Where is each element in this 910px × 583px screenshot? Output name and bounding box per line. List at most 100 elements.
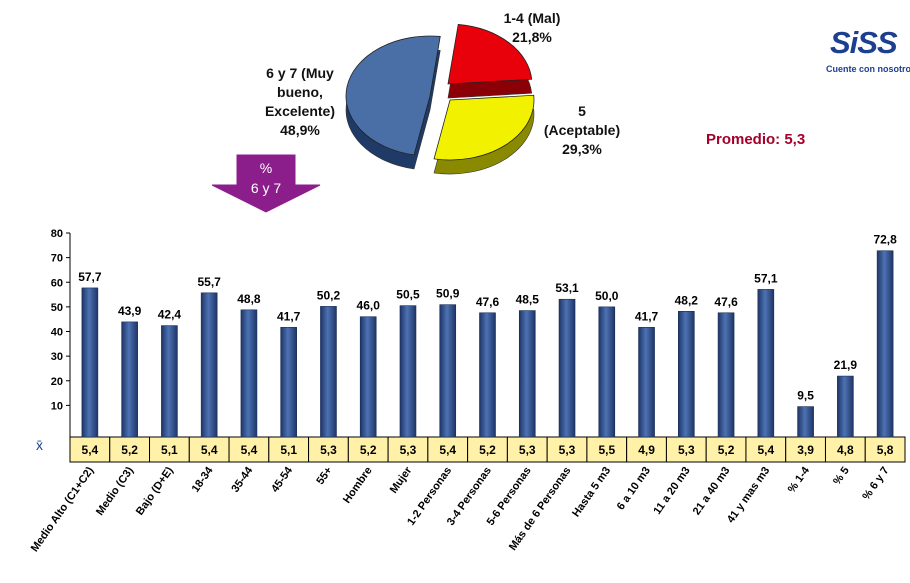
bar-value-label: 42,4: [158, 308, 182, 322]
category-label: Medio Alto (C1+C2): [29, 465, 97, 555]
down-arrow: [211, 154, 321, 213]
pie-label-aceptable-value: 29,3%: [562, 141, 602, 157]
average-cell: [427, 436, 469, 463]
average-cell: [506, 436, 548, 463]
average-cell: [705, 436, 747, 463]
bar: [598, 306, 616, 438]
category-label: 55+: [314, 465, 335, 487]
y-tick-label: 60: [51, 277, 63, 289]
bar-value-label: 48,8: [237, 292, 261, 306]
bar-value-label: 43,9: [118, 304, 142, 318]
bar-value-label: 50,9: [436, 287, 460, 301]
bar-value-label: 50,2: [317, 288, 341, 302]
category-label: Medio (C3): [94, 465, 136, 518]
arrow-label-line2: 6 y 7: [250, 180, 282, 196]
bar-value-label: 47,6: [476, 295, 500, 309]
average-value: 5,2: [360, 443, 377, 457]
bar: [399, 305, 417, 438]
bar: [757, 289, 775, 438]
category-label: 45-54: [269, 464, 295, 495]
bar: [797, 406, 814, 438]
bar-value-label: 57,7: [78, 270, 102, 284]
bar-value-label: 41,7: [277, 309, 301, 323]
bar: [678, 311, 695, 438]
pie-label-aceptable-sub: (Aceptable): [543, 122, 621, 138]
category-label: % 6 y 7: [860, 465, 891, 502]
average-cell: [387, 436, 429, 463]
pie-label-aceptable: 5 (Aceptable) 29,3%: [532, 102, 632, 159]
promedio-label: Promedio: 5,3: [706, 131, 806, 148]
average-value: 5,3: [320, 443, 337, 457]
bar-value-label: 48,2: [675, 293, 699, 307]
category-label: % 5: [831, 465, 852, 487]
bar: [638, 327, 655, 438]
average-cell: [626, 436, 667, 463]
arrow-label-line1: %: [259, 160, 273, 176]
bar-value-label: 9,5: [797, 389, 814, 403]
average-value: 5,3: [400, 443, 417, 457]
category-label: 11 a 20 m3: [651, 465, 692, 517]
pie-label-mal-value: 21,8%: [512, 29, 552, 45]
average-cell: [109, 436, 151, 463]
average-value: 4,9: [638, 443, 655, 457]
category-label: Hombre: [341, 465, 375, 506]
bar: [161, 325, 178, 438]
pie-label-muy-bueno-line1: 6 y 7 (Muy: [266, 65, 334, 81]
pie-label-muy-bueno-value: 48,9%: [280, 122, 320, 138]
bar: [518, 310, 536, 438]
category-label: 6 a 10 m3: [615, 465, 653, 512]
average-value: 5,4: [439, 443, 456, 457]
category-label: % 1-4: [786, 464, 813, 495]
category-label: Hasta 5 m3: [570, 465, 613, 519]
average-cell: [785, 436, 826, 463]
bar: [280, 327, 297, 438]
bar-value-label: 55,7: [197, 275, 221, 289]
bar: [121, 321, 138, 438]
bar-value-label: 48,5: [516, 293, 540, 307]
bar: [200, 292, 218, 438]
bar-value-label: 46,0: [357, 299, 381, 313]
y-tick-label: 80: [51, 228, 63, 240]
pie-label-mal: 1-4 (Mal) 21,8%: [482, 9, 582, 47]
category-label: 18-34: [190, 464, 216, 495]
y-tick-label: 50: [51, 302, 63, 314]
pie-slice-mal: [447, 24, 533, 85]
y-tick-label: 30: [51, 351, 63, 363]
logo-name: SiSS: [830, 25, 898, 60]
bar: [240, 309, 258, 438]
average-value: 5,8: [877, 443, 894, 457]
y-tick-label: 40: [51, 327, 63, 339]
bar: [479, 312, 496, 438]
category-label: 41 y mas m3: [725, 465, 772, 525]
average-value: 5,4: [241, 443, 258, 457]
average-value: 4,8: [837, 443, 854, 457]
average-value: 5,4: [201, 443, 218, 457]
bar: [439, 304, 457, 438]
bar-value-label: 72,8: [873, 233, 897, 247]
average-value: 3,9: [797, 443, 814, 457]
y-tick-label: 70: [51, 253, 63, 265]
pie-slice-aceptable: [433, 94, 535, 161]
average-value: 5,4: [82, 443, 99, 457]
bar: [320, 306, 337, 438]
average-value: 5,3: [519, 443, 536, 457]
bar: [837, 375, 854, 438]
bar: [81, 287, 99, 438]
pie-label-muy-bueno-line2: bueno,: [277, 84, 323, 100]
category-label: 35-44: [229, 464, 255, 495]
pie-label-muy-bueno-line3: Excelente): [264, 103, 336, 119]
bar-value-label: 47,6: [714, 295, 738, 309]
average-value: 5,3: [559, 443, 576, 457]
average-cell: [347, 436, 389, 463]
average-cell: [69, 436, 111, 463]
average-value: 5,2: [121, 443, 138, 457]
average-cell: [665, 436, 707, 463]
average-value: 5,4: [757, 443, 774, 457]
pie-slice-muy-bueno: [345, 35, 441, 156]
bar-value-label: 21,9: [834, 358, 858, 372]
bar-value-label: 50,5: [396, 288, 420, 302]
y-tick-label: 10: [51, 400, 63, 412]
pie-label-aceptable-name: 5: [578, 103, 586, 119]
average-row-symbol: x̄: [36, 437, 43, 453]
